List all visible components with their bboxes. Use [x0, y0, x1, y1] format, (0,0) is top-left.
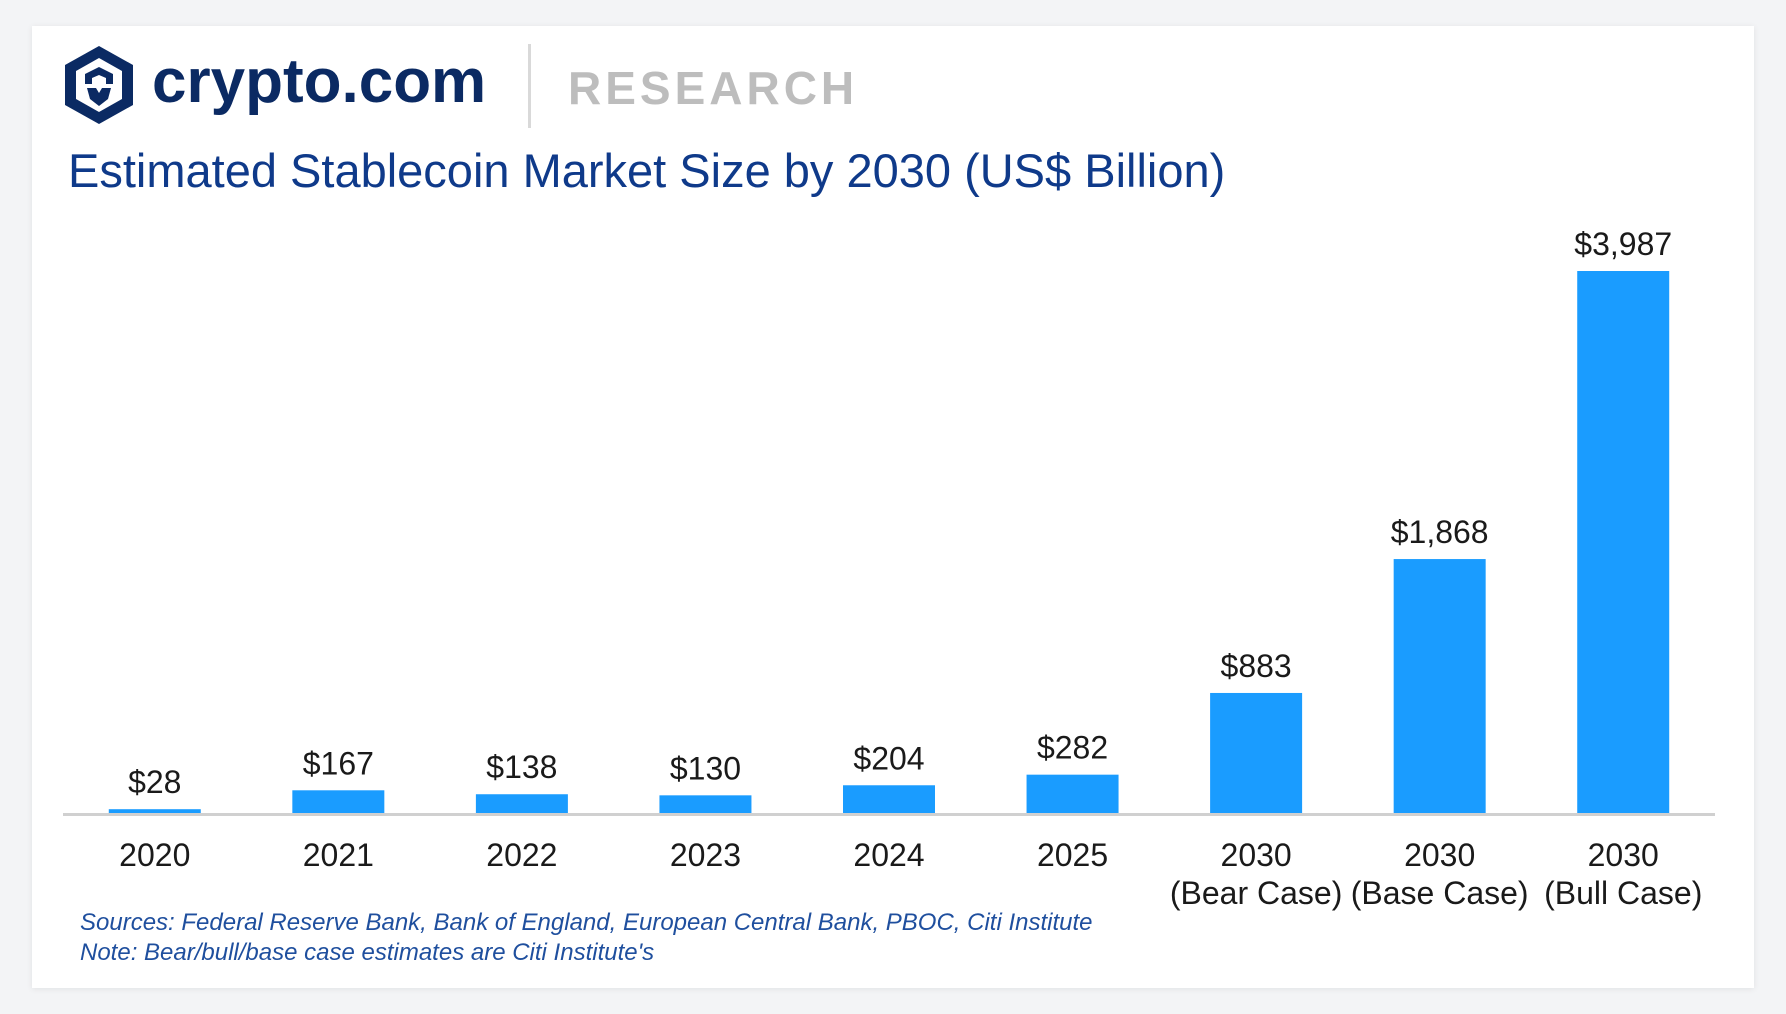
x-tick-label-8-1: (Bull Case) [1544, 875, 1702, 911]
bar-1 [292, 790, 385, 813]
chart-title: Estimated Stablecoin Market Size by 2030… [68, 144, 1226, 197]
x-tick-label-6-1: (Bear Case) [1170, 875, 1343, 911]
estimate-note: Note: Bear/bull/base case estimates are … [80, 939, 655, 966]
x-tick-label-4-0: 2024 [853, 837, 924, 873]
bar-3 [659, 795, 752, 813]
bar-0 [108, 809, 201, 813]
chart-notes: Sources: Federal Reserve Bank, Bank of E… [80, 908, 1093, 968]
crypto-com-logo-icon [65, 46, 133, 124]
x-tick-label-2-0: 2022 [486, 837, 557, 873]
bar-5 [1026, 774, 1119, 813]
x-tick-label-8-0: 2030 [1588, 837, 1659, 873]
x-tick-label-6-0: 2030 [1221, 837, 1292, 873]
bar-4 [843, 785, 935, 813]
bar-2 [475, 794, 568, 813]
x-tick-label-3-0: 2023 [670, 837, 741, 873]
data-label-7: $1,868 [1391, 514, 1489, 550]
brand-name: crypto.com [152, 47, 487, 116]
data-label-0: $28 [128, 764, 181, 800]
bar-7 [1393, 559, 1486, 813]
x-tick-label-5-0: 2025 [1037, 837, 1108, 873]
section-label: RESEARCH [568, 62, 859, 114]
data-label-3: $130 [670, 750, 741, 786]
x-tick-label-0-0: 2020 [119, 837, 190, 873]
bar-8 [1577, 271, 1670, 813]
data-label-2: $138 [486, 749, 557, 785]
data-label-1: $167 [303, 745, 374, 781]
sources-note: Sources: Federal Reserve Bank, Bank of E… [80, 909, 1093, 936]
data-label-4: $204 [853, 740, 924, 776]
data-label-5: $282 [1037, 730, 1108, 766]
bar-6 [1210, 692, 1303, 813]
header-divider [528, 44, 531, 128]
data-label-8: $3,987 [1574, 226, 1672, 262]
data-label-6: $883 [1221, 648, 1292, 684]
x-tick-label-1-0: 2021 [303, 837, 374, 873]
x-tick-label-7-1: (Base Case) [1351, 875, 1529, 911]
chart-card [32, 26, 1754, 988]
x-tick-label-7-0: 2030 [1404, 837, 1475, 873]
